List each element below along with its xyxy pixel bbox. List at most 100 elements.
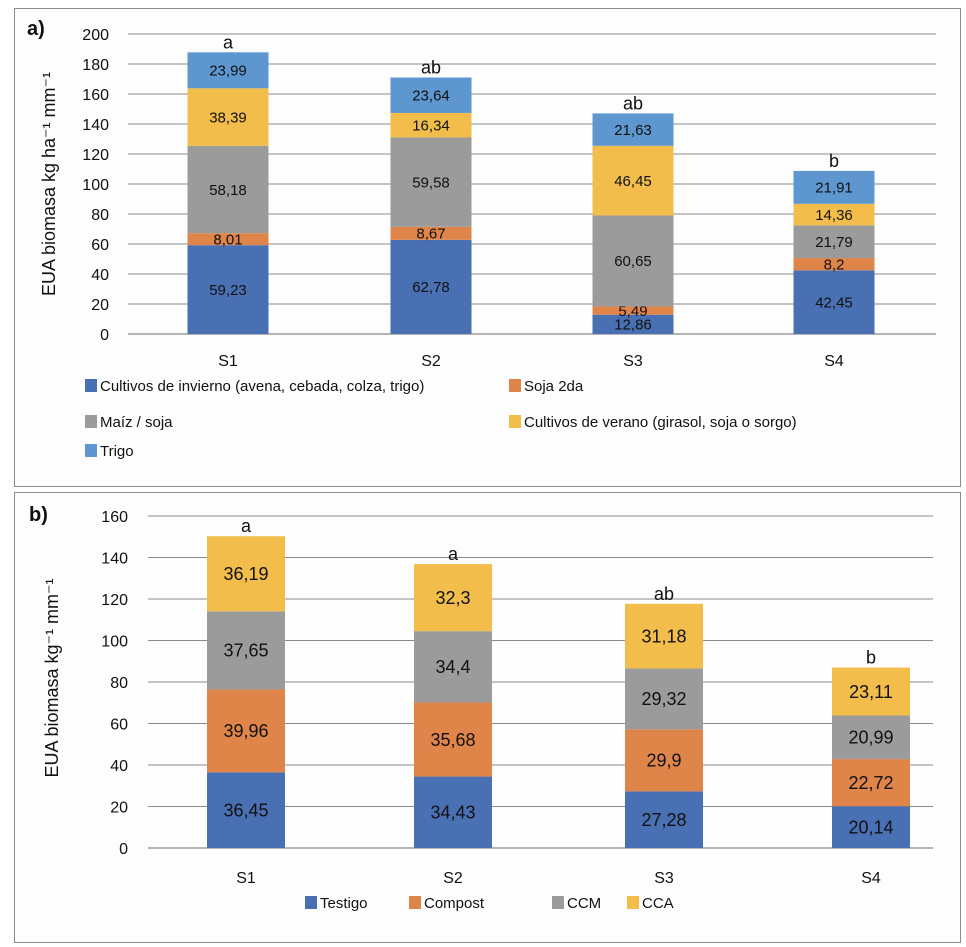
data-label: 12,86 bbox=[614, 317, 652, 334]
y-tick-label: 60 bbox=[110, 717, 128, 734]
x-tick-label: S2 bbox=[443, 870, 463, 887]
legend-swatch bbox=[509, 415, 521, 428]
data-label: 23,99 bbox=[209, 63, 247, 80]
data-label: 38,39 bbox=[209, 109, 247, 126]
data-label: 60,65 bbox=[614, 253, 652, 270]
legend-label: Testigo bbox=[320, 895, 368, 912]
data-label: 21,79 bbox=[815, 234, 853, 251]
bar-segment bbox=[390, 226, 472, 240]
data-label: 8,2 bbox=[824, 256, 845, 273]
bar-segment bbox=[207, 772, 285, 848]
data-label: 59,58 bbox=[412, 174, 450, 191]
bar-segment bbox=[390, 112, 472, 138]
legend-label: CCM bbox=[567, 895, 601, 912]
legend-item: Soja 2da bbox=[509, 378, 584, 395]
data-label: 14,36 bbox=[815, 207, 853, 224]
bar-segment bbox=[187, 233, 269, 246]
data-label: 16,34 bbox=[412, 117, 450, 134]
y-tick-label: 80 bbox=[91, 207, 109, 224]
bar-segment bbox=[187, 245, 269, 334]
legend-swatch bbox=[305, 896, 317, 909]
legend-label: Soja 2da bbox=[524, 378, 584, 395]
y-tick-label: 0 bbox=[119, 841, 128, 858]
chart-a-svg: a) EUA biomasa kg ha⁻¹ mm⁻¹ 0 20 40 60 80 100 12… bbox=[27, 18, 936, 460]
significance-letter: b bbox=[866, 648, 876, 668]
bar-segment bbox=[625, 603, 703, 669]
legend-label: Cultivos de invierno (avena, cebada, col… bbox=[100, 378, 424, 395]
significance-letter: ab bbox=[623, 93, 643, 113]
legend-item: Compost bbox=[409, 895, 485, 912]
y-tick-label: 0 bbox=[100, 327, 109, 344]
data-label: 37,65 bbox=[223, 641, 268, 661]
bar-segment bbox=[832, 806, 910, 848]
y-axis-label: EUA biomasa kg⁻¹ mm⁻¹ bbox=[42, 578, 62, 777]
legend-label: CCA bbox=[642, 895, 674, 912]
bar-segment bbox=[187, 145, 269, 234]
bar-segment bbox=[414, 702, 492, 777]
legend-item: Cultivos de invierno (avena, cebada, col… bbox=[85, 378, 424, 395]
bar-segment bbox=[414, 776, 492, 848]
legend-swatch bbox=[85, 379, 97, 392]
data-label: 23,11 bbox=[849, 682, 893, 702]
y-axis-label: EUA biomasa kg ha⁻¹ mm⁻¹ bbox=[39, 72, 59, 296]
x-tick-label: S4 bbox=[824, 353, 844, 370]
data-label: 8,67 bbox=[416, 226, 445, 243]
bar-segment bbox=[793, 225, 875, 259]
data-label: 59,23 bbox=[209, 282, 247, 299]
bar-segment bbox=[207, 536, 285, 612]
legend-item: Maíz / soja bbox=[85, 414, 173, 431]
y-tick-label: 100 bbox=[101, 634, 128, 651]
x-tick-label: S2 bbox=[421, 353, 441, 370]
data-label: 36,45 bbox=[223, 800, 268, 820]
data-label: 62,78 bbox=[412, 279, 450, 296]
significance-letter: b bbox=[829, 151, 839, 171]
data-label: 58,18 bbox=[209, 182, 247, 199]
data-label: 8,01 bbox=[213, 231, 242, 248]
legend-swatch bbox=[509, 379, 521, 392]
legend-item: CCA bbox=[627, 895, 674, 912]
data-label: 36,19 bbox=[223, 564, 268, 584]
legend-swatch bbox=[85, 415, 97, 428]
y-tick-label: 160 bbox=[101, 509, 128, 526]
bar-segment bbox=[390, 137, 472, 227]
legend-swatch bbox=[85, 444, 97, 457]
data-label: 34,4 bbox=[435, 657, 470, 677]
legend-item: Trigo bbox=[85, 443, 134, 460]
y-tick-label: 20 bbox=[91, 297, 109, 314]
legend-label: Trigo bbox=[100, 443, 134, 460]
bar-segment bbox=[187, 52, 269, 89]
data-label: 22,72 bbox=[848, 773, 893, 793]
x-tick-label: S1 bbox=[218, 353, 238, 370]
data-label: 35,68 bbox=[430, 730, 475, 750]
bar-segment bbox=[592, 314, 674, 334]
x-tick-label: S3 bbox=[654, 870, 674, 887]
x-tick-label: S3 bbox=[623, 353, 643, 370]
x-tick-label: S4 bbox=[861, 870, 881, 887]
legend-swatch bbox=[552, 896, 564, 909]
chart-b-svg: b) EUA biomasa kg⁻¹ mm⁻¹ 0 20 40 60 80 100 120 14… bbox=[29, 504, 933, 912]
data-label: 31,18 bbox=[641, 626, 686, 646]
significance-letter: ab bbox=[654, 584, 674, 604]
significance-letter: ab bbox=[421, 57, 441, 77]
legend-item: CCM bbox=[552, 895, 601, 912]
bar-segment bbox=[832, 667, 910, 716]
legend-label: Cultivos de verano (girasol, soja o sorg… bbox=[524, 414, 797, 431]
data-label: 39,96 bbox=[223, 721, 268, 741]
chart-panel-a: a) EUA biomasa kg ha⁻¹ mm⁻¹ 0 20 40 60 80 100 12… bbox=[14, 8, 961, 487]
bar-segment bbox=[592, 306, 674, 315]
bar-segment bbox=[793, 170, 875, 204]
legend-label: Compost bbox=[424, 895, 485, 912]
panel-label: a) bbox=[27, 18, 45, 40]
data-label: 23,64 bbox=[412, 87, 450, 104]
data-label: 20,99 bbox=[848, 728, 893, 748]
bar-segment bbox=[414, 631, 492, 703]
data-label: 42,45 bbox=[815, 294, 853, 311]
bar-segment bbox=[625, 668, 703, 730]
y-tick-label: 100 bbox=[82, 177, 109, 194]
data-label: 32,3 bbox=[435, 588, 470, 608]
data-label: 29,9 bbox=[646, 751, 681, 771]
y-tick-label: 200 bbox=[82, 27, 109, 44]
legend-item: Testigo bbox=[305, 895, 368, 912]
bar-segment bbox=[793, 270, 875, 334]
significance-letter: a bbox=[448, 544, 459, 564]
